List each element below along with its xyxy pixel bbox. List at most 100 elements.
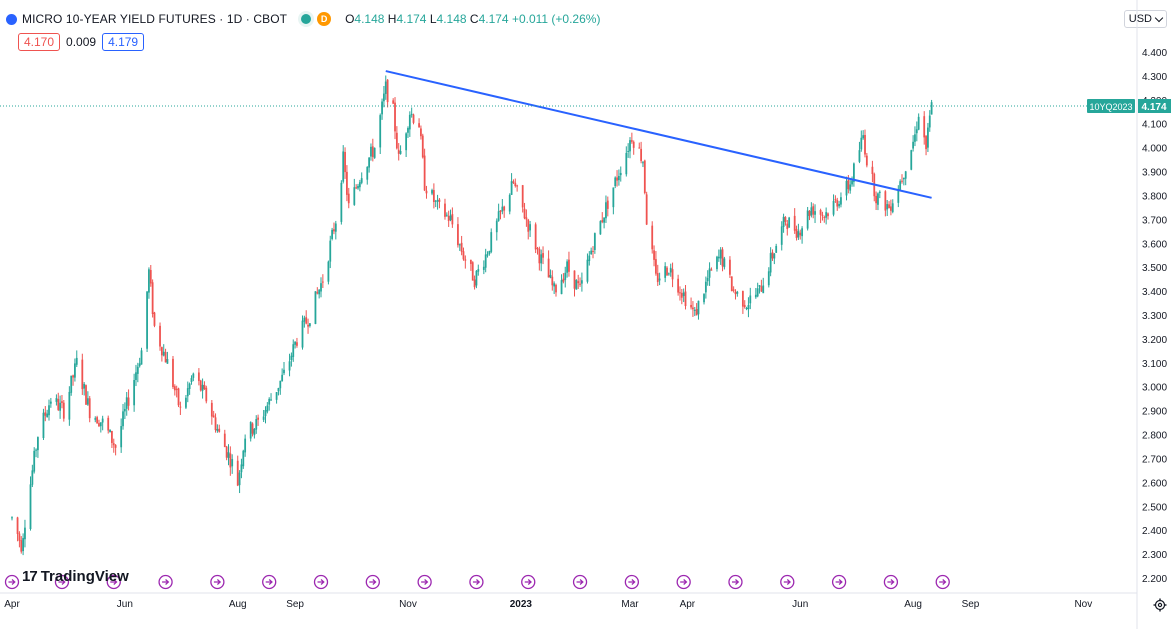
candle-body	[333, 229, 335, 232]
price-axis[interactable]: 2.200 2.300 2.400 2.500 2.600 2.700 2.800 2.900…	[1136, 0, 1167, 629]
event-marker-icon[interactable]	[780, 574, 795, 590]
candle-body	[851, 180, 853, 185]
candle-body	[242, 450, 245, 467]
candle-body	[33, 450, 36, 472]
time-tick-label: Jun	[792, 599, 808, 610]
candle-body	[18, 533, 21, 541]
ohlc-open: 4.148	[354, 12, 385, 26]
settings-gear-icon[interactable]	[1153, 598, 1167, 612]
candle-body	[408, 114, 411, 130]
candle-body	[475, 270, 478, 286]
candle-body	[917, 116, 920, 130]
event-marker-icon[interactable]	[365, 574, 380, 590]
logo-text: TradingView	[40, 568, 129, 585]
candle-body	[318, 289, 321, 295]
candle-body	[68, 391, 71, 420]
sell-price-button[interactable]: 4.170	[18, 33, 61, 51]
candle-body	[775, 246, 778, 253]
currency-select[interactable]: USD	[1123, 10, 1167, 28]
event-marker-icon[interactable]	[417, 574, 432, 590]
candle-body	[581, 280, 583, 284]
candle-body	[449, 215, 452, 221]
time-axis[interactable]: Apr Jun Aug Sep Nov 2023 Mar Apr Jun Aug Sep Nov	[0, 592, 1137, 610]
candle-body	[160, 347, 163, 356]
candle-body	[172, 358, 174, 388]
event-marker-icon[interactable]	[572, 574, 588, 590]
candle-body	[188, 383, 191, 389]
candle-body	[564, 272, 567, 280]
event-marker-icon[interactable]	[158, 574, 173, 590]
candle-body	[773, 253, 776, 259]
candle-body	[344, 152, 346, 173]
price-tick-label: 3.400	[1142, 287, 1167, 298]
candle-body	[923, 116, 926, 138]
candle-body	[407, 128, 409, 133]
candle-body	[57, 399, 60, 410]
event-marker-icon[interactable]	[4, 574, 20, 590]
candle-body	[264, 410, 267, 417]
interval-badge[interactable]: D	[317, 12, 332, 26]
candle-body	[886, 204, 889, 210]
symbol-title[interactable]: MICRO 10-YEAR YIELD FUTURES · 1D · CBOT	[22, 12, 288, 26]
event-marker-icon[interactable]	[676, 574, 691, 590]
candle-body	[316, 292, 319, 294]
time-tick-label: Aug	[904, 599, 922, 610]
buy-price-button[interactable]: 4.179	[102, 33, 145, 51]
trendline[interactable]	[385, 70, 932, 199]
candle-body	[743, 304, 746, 308]
candle-body	[216, 429, 219, 431]
candle-body	[201, 384, 204, 391]
candle-body	[421, 135, 424, 158]
event-marker-icon[interactable]	[935, 574, 950, 590]
candle-body	[666, 267, 668, 276]
tradingview-logo[interactable]: 17 TradingView	[22, 568, 129, 585]
price-tick-label: 4.000	[1142, 144, 1167, 155]
event-marker-icon[interactable]	[54, 574, 70, 590]
candle-body	[878, 191, 881, 194]
candle-body	[632, 141, 635, 148]
candle-body	[340, 182, 343, 222]
candle-body	[384, 81, 387, 94]
candle-body	[133, 380, 136, 406]
candle-body	[473, 279, 476, 288]
candle-body	[296, 342, 298, 346]
candle-body	[823, 216, 826, 218]
event-marker-icon[interactable]	[728, 574, 743, 590]
price-tick-label: 2.600	[1142, 478, 1167, 489]
event-marker-icon[interactable]	[521, 574, 536, 590]
event-marker-icon[interactable]	[883, 574, 899, 590]
candle-body	[925, 136, 927, 150]
candle-body	[81, 359, 84, 390]
candle-body	[251, 423, 254, 434]
candle-body	[229, 453, 232, 468]
candle-body	[734, 291, 737, 295]
candle-body	[499, 210, 502, 212]
time-tick-label: Nov	[399, 599, 417, 610]
candle-body	[275, 392, 278, 400]
event-marker-icon[interactable]	[469, 574, 484, 590]
price-tick-label: 2.800	[1142, 431, 1167, 442]
price-tick-label: 3.200	[1142, 335, 1167, 346]
market-status-icon[interactable]	[301, 14, 312, 24]
price-tick-label: 4.300	[1142, 72, 1167, 83]
candle-body	[586, 259, 589, 282]
event-marker-icon[interactable]	[624, 574, 640, 590]
candle-body	[732, 289, 735, 291]
candle-body	[120, 426, 123, 448]
candle-body	[281, 374, 284, 382]
symbol-logo-icon[interactable]	[6, 13, 17, 25]
event-marker-icon[interactable]	[262, 574, 277, 590]
candle-body	[566, 261, 568, 273]
candle-body	[173, 386, 176, 391]
event-marker-icon[interactable]	[106, 574, 121, 590]
price-tick-label: 2.500	[1142, 502, 1167, 513]
candle-body	[767, 271, 770, 286]
candle-body	[756, 288, 759, 297]
event-marker-icon[interactable]	[831, 574, 847, 590]
candle-body	[210, 402, 213, 417]
event-marker-icon[interactable]	[210, 574, 225, 590]
event-marker-icon[interactable]	[313, 574, 329, 590]
price-tick-label: 3.500	[1142, 263, 1167, 274]
candle-body	[249, 422, 252, 439]
